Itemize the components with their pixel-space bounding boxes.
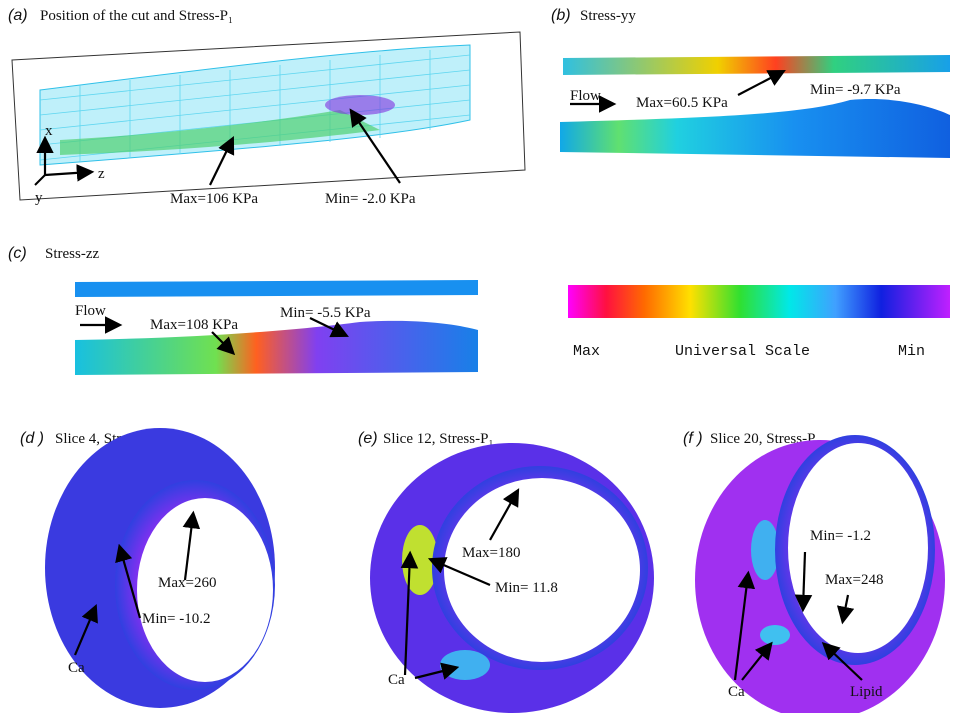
axis-arrow	[35, 175, 45, 185]
figure: (a) Position of the cut and Stress-P₁ Ma…	[0, 0, 957, 713]
scale-title: Universal Scale	[675, 343, 810, 360]
annotation: Max=180	[462, 545, 520, 561]
vessel-wall	[560, 99, 950, 158]
annotation: Min= -5.5 KPa	[280, 305, 371, 321]
panel-label: (d )	[20, 430, 44, 447]
vessel-wall	[75, 280, 478, 297]
panel-label: (c)	[8, 245, 27, 262]
panel-label: (a)	[8, 7, 28, 24]
annotation: Min= -9.7 KPa	[810, 82, 901, 98]
annotation: Max=106 KPa	[170, 191, 258, 207]
annotation: Max=108 KPa	[150, 317, 238, 333]
annotation: Lipid	[850, 684, 883, 700]
panel-label: (b)	[551, 7, 571, 24]
lumen	[444, 478, 640, 662]
annotation: Ca	[68, 660, 85, 676]
stress-region	[440, 650, 490, 680]
annotation: Max=260	[158, 575, 216, 591]
axis-label: x	[45, 123, 53, 139]
axis-arrow	[45, 172, 90, 175]
panel-title: Stress-yy	[580, 8, 636, 24]
panel-title: Position of the cut and Stress-P₁	[40, 8, 233, 24]
annotation: Max=248	[825, 572, 883, 588]
panel-label: (f )	[683, 430, 703, 447]
annotation: Min= -2.0 KPa	[325, 191, 416, 207]
stress-region	[325, 95, 395, 115]
lumen	[788, 443, 928, 653]
scale-max: Max	[573, 343, 600, 360]
panel-title: Slice 12, Stress-P₁	[383, 431, 494, 447]
annotation: Min= -1.2	[810, 528, 871, 544]
panel-label: (e)	[358, 430, 378, 447]
vessel-wall	[563, 55, 950, 75]
annotation: Min= 11.8	[495, 580, 558, 596]
annotation: Max=60.5 KPa	[636, 95, 728, 111]
annotation: Ca	[388, 672, 405, 688]
stress-region	[760, 625, 790, 645]
flow-label: Flow	[570, 88, 601, 104]
axis-label: y	[35, 190, 43, 206]
stress-region	[751, 520, 779, 580]
arrow	[738, 72, 782, 95]
annotation: Ca	[728, 684, 745, 700]
axis-label: z	[98, 166, 105, 182]
panel-title: Stress-zz	[45, 246, 99, 262]
color-scale	[568, 285, 950, 318]
flow-label: Flow	[75, 303, 106, 319]
vessel-wall	[75, 321, 478, 375]
annotation: Min= -10.2	[142, 611, 210, 627]
scale-min: Min	[898, 343, 925, 360]
